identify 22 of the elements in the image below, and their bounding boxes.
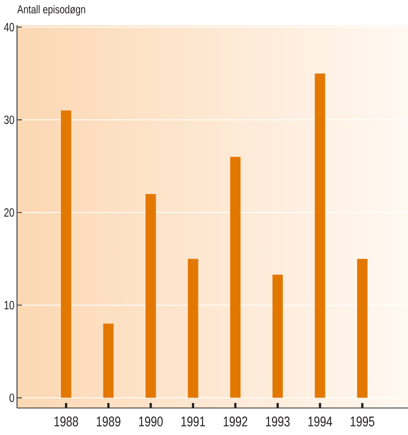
bar [146,194,156,398]
y-tick-label: 0 [10,394,14,402]
bar [103,324,114,398]
x-tick-label: 1993 [266,416,290,426]
x-tick-label: 1992 [224,416,248,426]
x-tick-label: 1991 [181,416,205,426]
y-axis-title: Antall episodøgn [17,4,86,16]
y-tick-label: 40 [4,22,14,32]
bar [188,258,198,398]
x-tick-label: 1995 [350,416,374,426]
y-tick-label: 20 [4,208,14,217]
bar [314,73,326,398]
x-tick-label: 1990 [139,416,163,426]
x-tick-label: 1989 [96,416,120,426]
bar [230,156,241,398]
bar [357,258,368,398]
x-tick-label: 1988 [54,416,78,426]
y-tick-label: 10 [4,300,14,310]
x-tick-label: 1994 [308,416,332,426]
y-tick-label: 30 [4,116,14,124]
bar [272,274,283,398]
bar [60,110,72,398]
